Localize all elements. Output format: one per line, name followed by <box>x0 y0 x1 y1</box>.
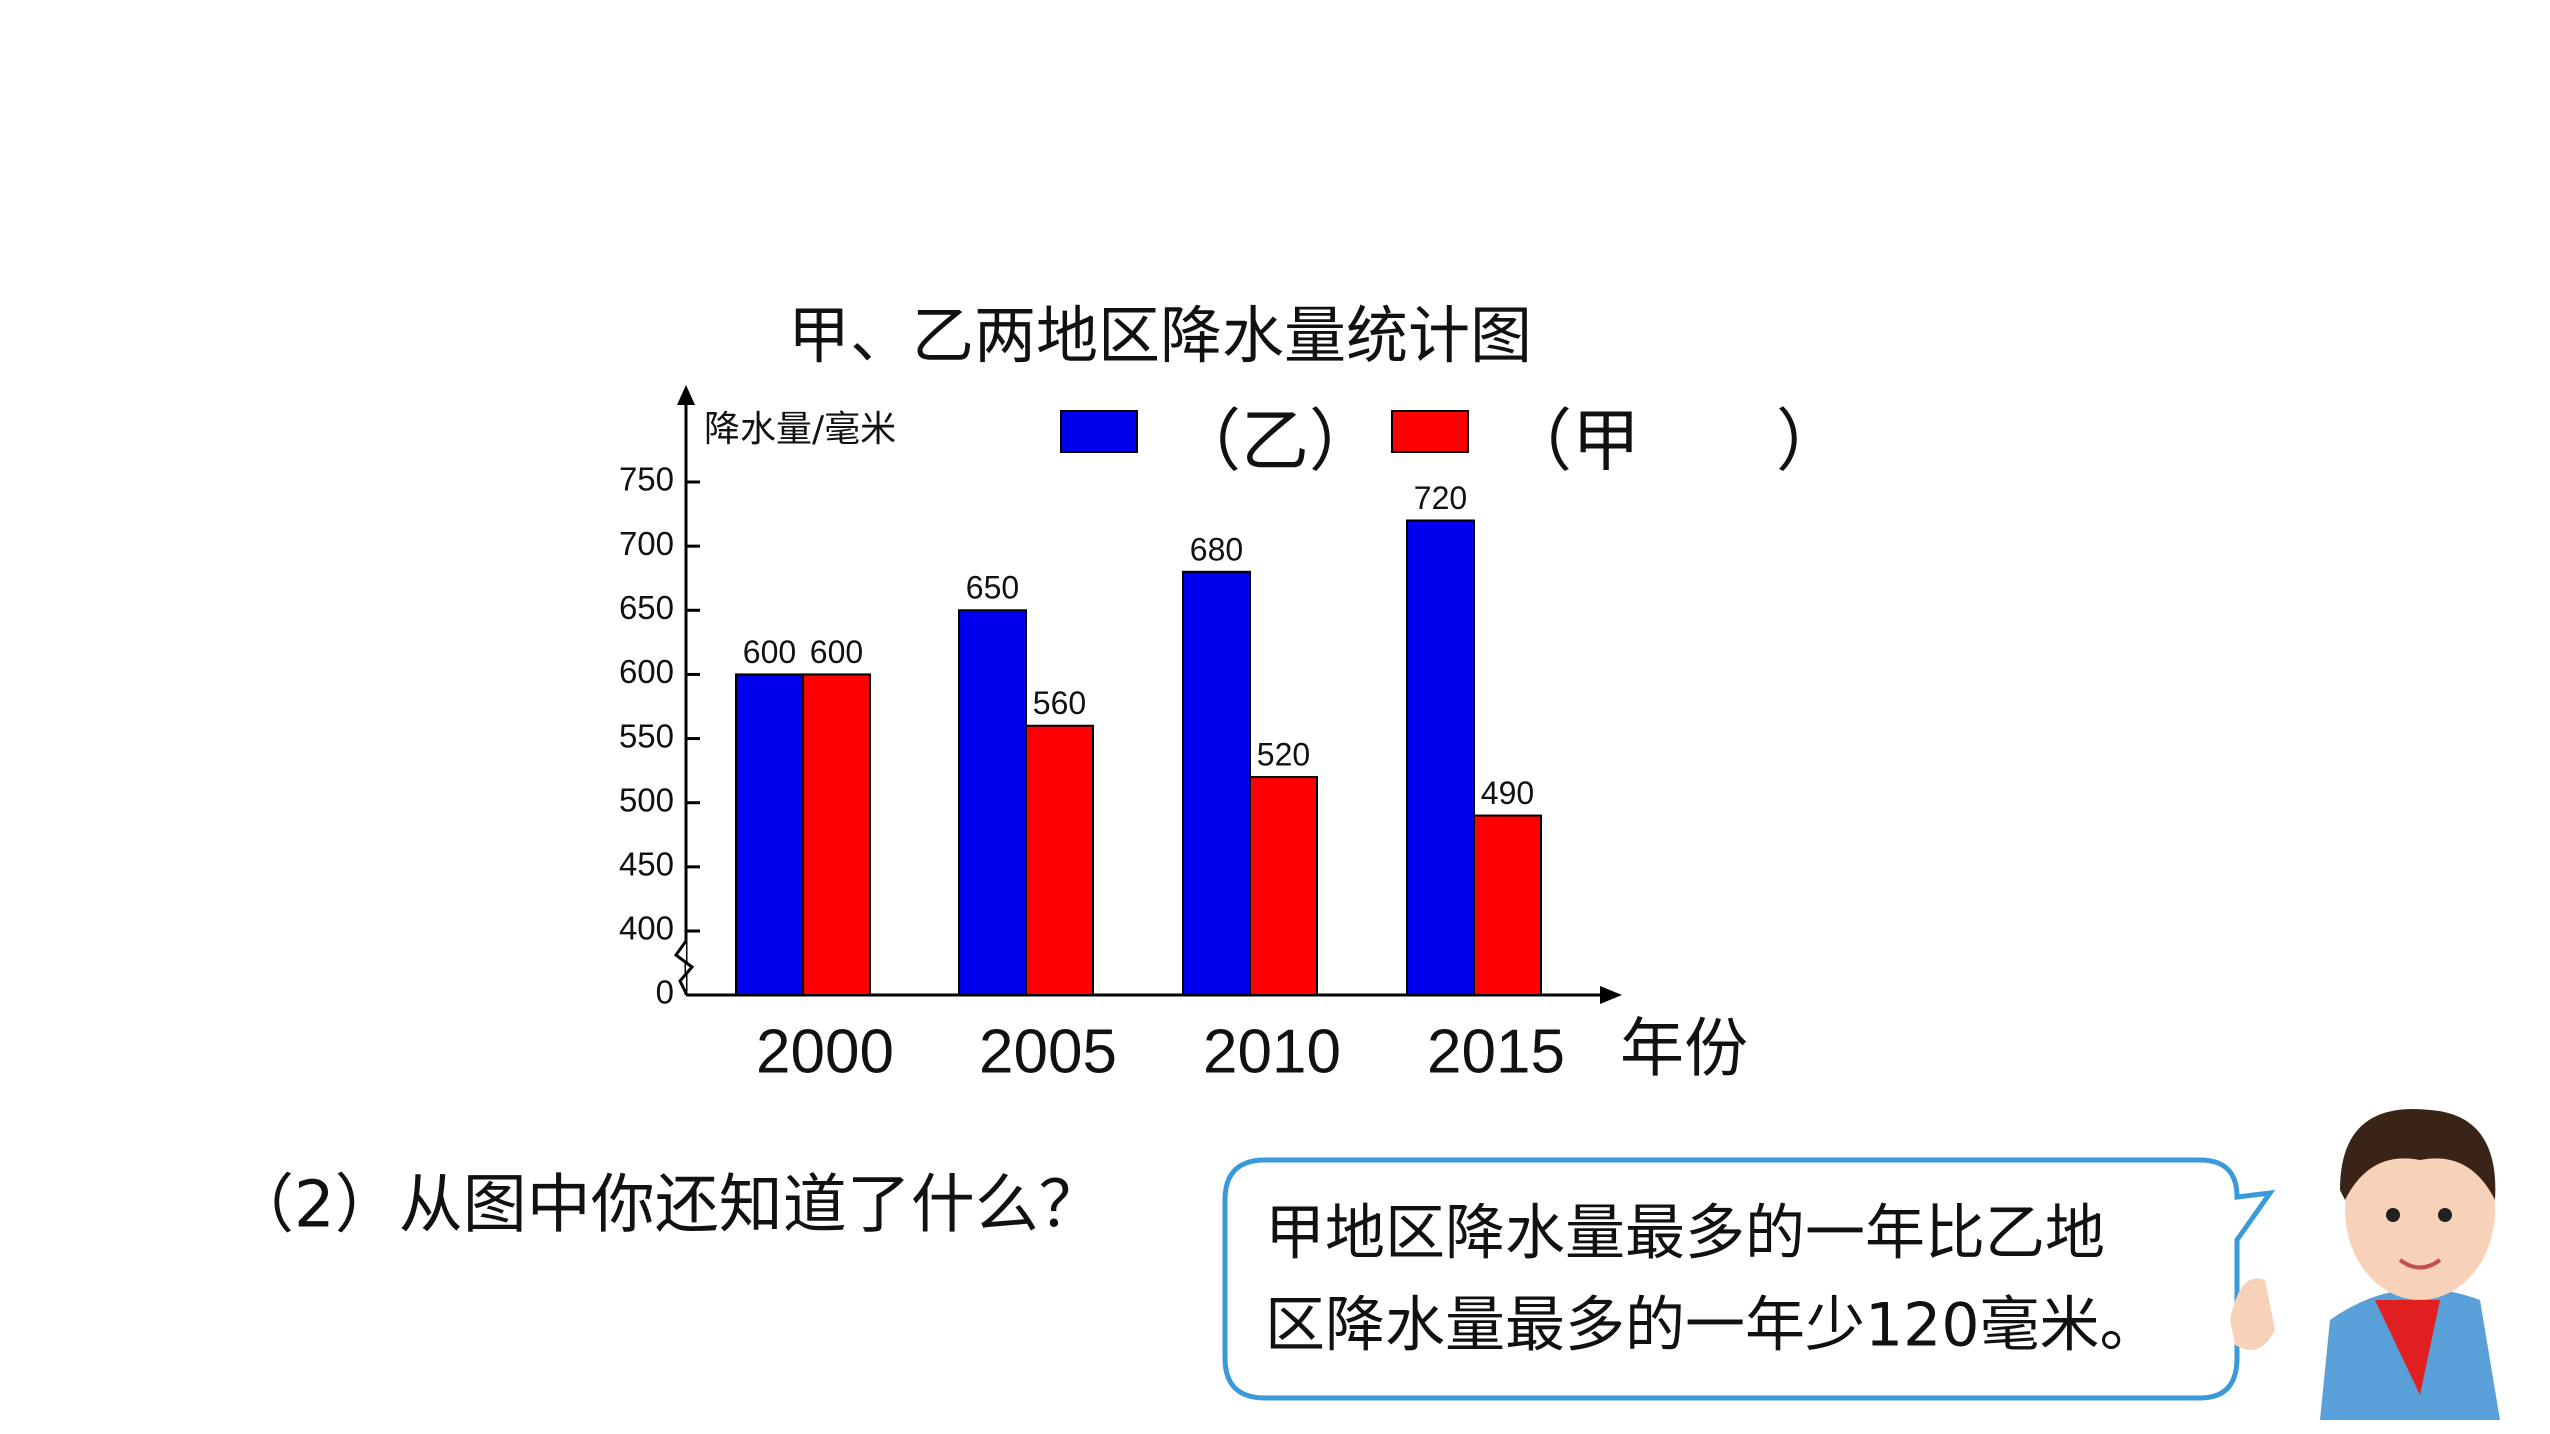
y-tick-label: 750 <box>619 461 674 498</box>
child-illustration <box>2230 1109 2500 1420</box>
bar <box>802 673 871 997</box>
value-label: 490 <box>1481 775 1534 811</box>
y-tick-label: 0 <box>656 974 674 1011</box>
bar <box>1025 724 1094 996</box>
bar <box>958 609 1027 996</box>
y-tick-label: 650 <box>619 589 674 626</box>
y-tick-label: 400 <box>619 910 674 947</box>
y-tick-label: 600 <box>619 653 674 690</box>
x-axis-label: 年份 <box>1620 1013 1748 1087</box>
bubble-line: 区降水量最多的一年少120毫米。 <box>1265 1291 2160 1361</box>
legend-label: （甲 ） <box>1504 403 1844 482</box>
value-label: 650 <box>966 570 1019 606</box>
speech-bubble <box>1222 1157 2276 1401</box>
bubble-line: 甲地区降水量最多的一年比乙地 <box>1265 1199 2105 1269</box>
x-tick-label: 2000 <box>756 1017 894 1086</box>
value-label: 520 <box>1257 737 1310 773</box>
y-axis-arrow <box>677 385 695 405</box>
bar <box>1249 776 1318 996</box>
legend-label: （乙） <box>1173 403 1377 482</box>
x-axis-arrow <box>1600 986 1622 1004</box>
y-tick-label: 700 <box>619 525 674 562</box>
y-tick-label: 550 <box>619 717 674 754</box>
bar <box>1406 519 1475 996</box>
value-label: 560 <box>1033 685 1086 721</box>
axis-break <box>673 940 695 994</box>
legend-swatch <box>1391 410 1469 453</box>
question: （2）从图中你还知道了什么？ <box>230 1169 1103 1243</box>
bar <box>735 673 804 997</box>
x-tick-label: 2005 <box>979 1017 1117 1086</box>
value-label: 680 <box>1190 531 1243 567</box>
x-tick-label: 2010 <box>1203 1017 1341 1086</box>
y-tick-label: 450 <box>619 846 674 883</box>
value-label: 600 <box>743 634 796 670</box>
value-label: 720 <box>1414 480 1467 516</box>
bar <box>1473 814 1542 996</box>
bar <box>1182 570 1251 996</box>
y-tick-label: 500 <box>619 781 674 818</box>
y-axis-label: 降水量/毫米 <box>704 409 896 450</box>
chart-title: 甲、乙两地区降水量统计图 <box>788 299 1532 372</box>
value-label: 600 <box>810 634 863 670</box>
x-tick-label: 2015 <box>1427 1017 1565 1086</box>
legend-swatch <box>1060 410 1138 453</box>
